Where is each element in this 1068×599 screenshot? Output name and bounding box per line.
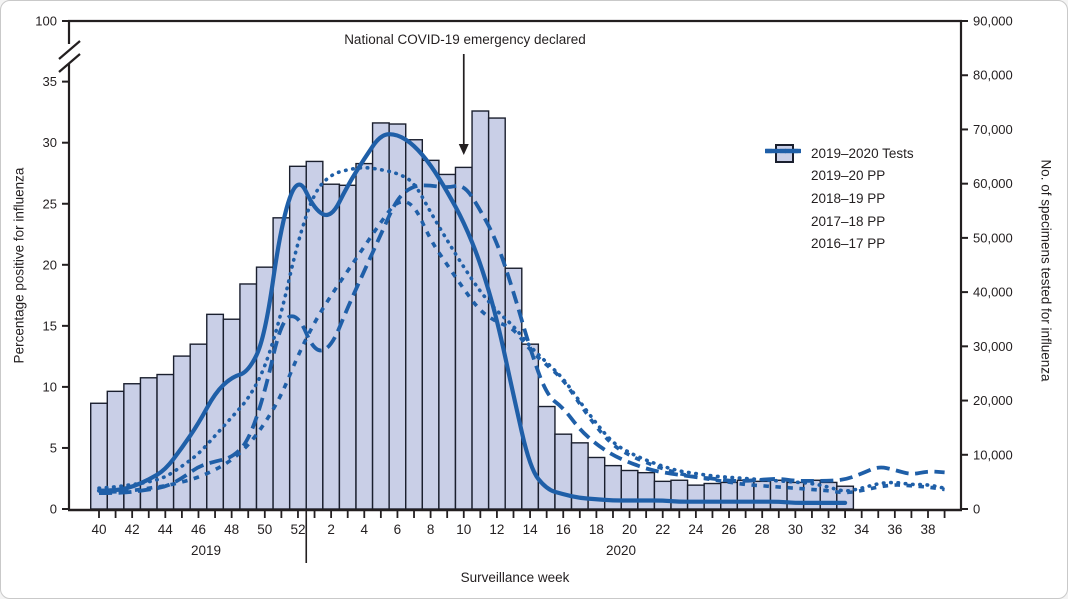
test-bar-week-24 <box>686 484 705 510</box>
test-bar-week-2 <box>322 183 341 510</box>
left-tick-label: 20 <box>43 257 57 272</box>
x-tick-label: 6 <box>394 522 402 537</box>
x-tick-label: 50 <box>257 522 272 537</box>
x-axis-title: Surveillance week <box>460 570 570 585</box>
test-bar-week-6 <box>388 123 407 510</box>
test-bar-week-23 <box>670 479 689 510</box>
legend-label: 2019–20 PP <box>811 168 886 184</box>
x-tick-label: 36 <box>887 522 902 537</box>
x-tick-label: 2 <box>327 522 335 537</box>
test-bar-week-7 <box>405 139 424 510</box>
right-tick-label: 50,000 <box>973 230 1013 245</box>
legend-label: 2016–17 PP <box>811 236 886 252</box>
test-bar-week-47 <box>206 313 225 510</box>
axis-break-slash <box>58 40 81 60</box>
chart-legend: 2019–2020 Tests 2019–20 PP 2018–19 PP 20… <box>763 142 973 255</box>
year-label-2019: 2019 <box>190 543 222 558</box>
right-tick-label: 90,000 <box>973 14 1013 29</box>
legend-label: 2019–2020 Tests <box>811 145 914 161</box>
x-tick-label: 4 <box>361 522 369 537</box>
left-tick-label: 25 <box>43 196 57 211</box>
test-bar-week-20 <box>620 469 639 510</box>
legend-label: 2017–18 PP <box>811 213 886 229</box>
test-bar-week-45 <box>172 355 191 510</box>
x-tick-label: 28 <box>755 522 770 537</box>
right-tick-label: 60,000 <box>973 176 1013 191</box>
annotation-arrowhead <box>458 144 469 155</box>
test-bar-week-9 <box>438 173 457 510</box>
line-2019-20-pp <box>96 132 848 506</box>
x-tick-label: 20 <box>622 522 637 537</box>
annotation-text: National COVID-19 emergency declared <box>344 32 586 47</box>
x-tick-label: 8 <box>427 522 435 537</box>
x-tick-label: 46 <box>191 522 206 537</box>
test-bar-week-16 <box>554 433 573 510</box>
test-bar-week-11 <box>471 110 490 510</box>
x-tick-label: 52 <box>290 522 305 537</box>
test-bar-week-3 <box>338 184 357 510</box>
x-tick-label: 48 <box>224 522 239 537</box>
test-bar-week-48 <box>222 318 241 510</box>
legend-item-2016-17-pp: 2016–17 PP <box>763 148 973 255</box>
x-tick-label: 38 <box>920 522 935 537</box>
right-tick-label: 30,000 <box>973 339 1013 354</box>
left-tick-label: 0 <box>50 502 57 517</box>
left-tick-label: 30 <box>43 135 57 150</box>
axis-break-slash <box>58 53 81 73</box>
bar-swatch-icon <box>763 143 805 163</box>
test-bar-week-22 <box>653 480 672 510</box>
legend-label: 2018–19 PP <box>811 190 886 206</box>
right-tick-label: 70,000 <box>973 122 1013 137</box>
legend-item-2018-19-pp: 2018–19 PP <box>763 148 973 210</box>
x-tick-label: 42 <box>125 522 140 537</box>
test-bar-week-8 <box>421 159 440 510</box>
left-axis-title: Percentage positive for influenza <box>11 167 27 364</box>
x-tick-label: 32 <box>821 522 836 537</box>
right-tick-label: 20,000 <box>973 393 1013 408</box>
right-tick-label: 0 <box>973 502 980 517</box>
test-bar-week-25 <box>703 482 722 510</box>
right-axis-title: No. of specimens tested for influenza <box>1038 159 1054 382</box>
test-bar-week-4 <box>355 162 374 510</box>
x-tick-label: 30 <box>788 522 803 537</box>
x-tick-label: 40 <box>91 522 106 537</box>
left-tick-label: 10 <box>43 379 57 394</box>
x-tick-label: 24 <box>688 522 704 537</box>
legend-item-2019-20-pp: 2019–20 PP <box>763 148 973 188</box>
line-2018-19-pp <box>98 183 945 495</box>
x-tick-label: 44 <box>158 522 174 537</box>
x-tick-label: 34 <box>854 522 870 537</box>
x-tick-label: 18 <box>589 522 604 537</box>
left-tick-label: 15 <box>43 318 57 333</box>
year-label-2020: 2020 <box>605 543 637 558</box>
test-bar-week-29 <box>769 479 788 510</box>
x-tick-label: 26 <box>722 522 737 537</box>
x-tick-label: 10 <box>456 522 471 537</box>
right-tick-label: 80,000 <box>973 68 1013 83</box>
x-tick-label: 22 <box>655 522 670 537</box>
legend-item-2017-18-pp: 2017–18 PP <box>763 149 973 233</box>
test-bar-week-52 <box>288 165 307 510</box>
left-tick-label: 100 <box>35 14 57 29</box>
test-bar-week-26 <box>720 481 739 510</box>
legend-item-tests: 2019–2020 Tests <box>763 142 973 165</box>
test-bar-week-5 <box>371 122 390 510</box>
left-tick-label: 35 <box>43 74 57 89</box>
x-tick-label: 14 <box>523 522 539 537</box>
test-bar-week-15 <box>537 405 556 510</box>
x-tick-label: 12 <box>489 522 504 537</box>
left-tick-label: 5 <box>50 440 57 455</box>
test-bar-week-21 <box>637 471 656 510</box>
line-2016-17-pp <box>98 199 945 495</box>
right-tick-label: 10,000 <box>973 447 1013 462</box>
right-tick-label: 40,000 <box>973 285 1013 300</box>
x-tick-label: 16 <box>556 522 571 537</box>
